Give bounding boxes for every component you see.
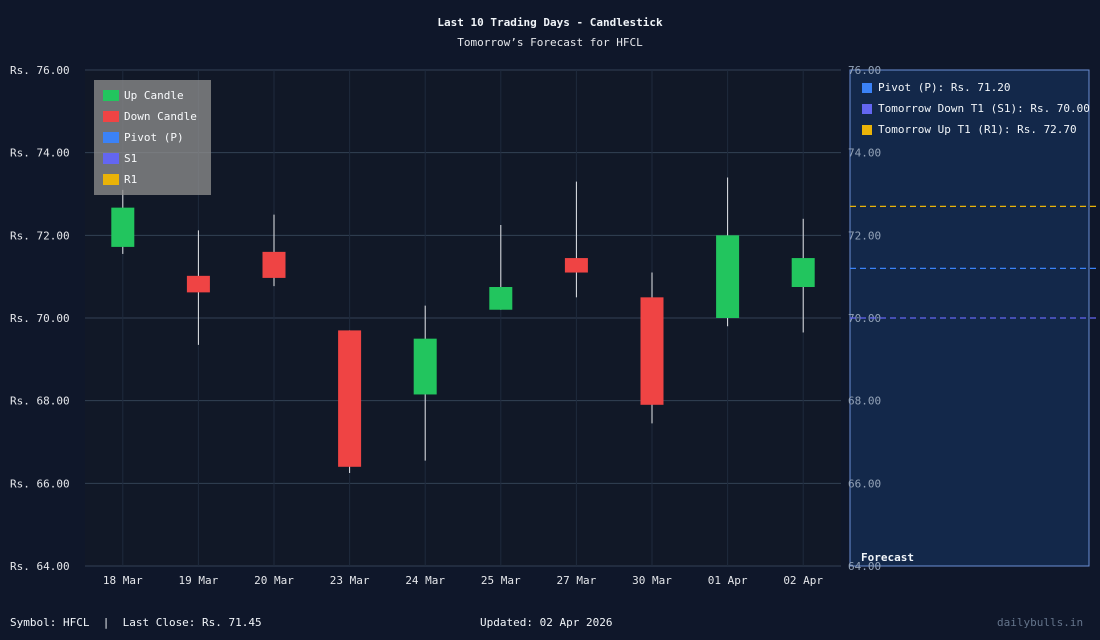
candle xyxy=(186,275,210,293)
svg-text:Rs. 68.00: Rs. 68.00 xyxy=(10,395,70,408)
svg-text:Rs. 72.00: Rs. 72.00 xyxy=(10,229,70,242)
svg-text:Rs. 76.00: Rs. 76.00 xyxy=(10,64,70,77)
forecast-panel-label: Forecast xyxy=(861,551,914,564)
chart-legend: Up Candle Down Candle Pivot (P) S1 R1 xyxy=(94,80,211,195)
svg-text:25 Mar: 25 Mar xyxy=(481,574,521,587)
svg-text:27 Mar: 27 Mar xyxy=(557,574,597,587)
forecast-pivot-label: Pivot (P): Rs. 71.20 xyxy=(862,81,1010,94)
chart-title: Last 10 Trading Days - Candlestick xyxy=(437,16,663,29)
svg-text:01 Apr: 01 Apr xyxy=(708,574,748,587)
svg-text:02 Apr: 02 Apr xyxy=(783,574,823,587)
candle xyxy=(262,251,286,278)
svg-text:20 Mar: 20 Mar xyxy=(254,574,294,587)
legend-up-candle: Up Candle xyxy=(103,89,184,102)
down-candle-swatch-icon xyxy=(103,111,119,122)
svg-text:76.00: 76.00 xyxy=(848,64,881,77)
candle xyxy=(413,338,437,395)
svg-text:72.00: 72.00 xyxy=(848,229,881,242)
svg-text:74.00: 74.00 xyxy=(848,147,881,160)
candle xyxy=(791,258,815,287)
legend-pivot: Pivot (P) xyxy=(103,131,184,144)
svg-text:Rs. 64.00: Rs. 64.00 xyxy=(10,560,70,573)
candle xyxy=(338,330,362,467)
svg-text:Rs. 74.00: Rs. 74.00 xyxy=(10,147,70,160)
pivot-square-icon xyxy=(862,82,872,93)
candle xyxy=(111,207,135,247)
svg-text:Rs. 70.00: Rs. 70.00 xyxy=(10,312,70,325)
symbol-info: Symbol: HFCL | Last Close: Rs. 71.45 xyxy=(10,616,262,629)
candle xyxy=(640,297,664,405)
pivot-swatch-icon xyxy=(103,132,119,143)
svg-text:64.00: 64.00 xyxy=(848,560,881,573)
legend-down-candle: Down Candle xyxy=(103,110,197,123)
updated-date: Updated: 02 Apr 2026 xyxy=(480,616,613,629)
s1-swatch-icon xyxy=(103,153,119,164)
svg-text:30 Mar: 30 Mar xyxy=(632,574,672,587)
forecast-s1-label: Tomorrow Down T1 (S1): Rs. 70.00 xyxy=(862,102,1090,115)
candle xyxy=(564,258,588,273)
r1-square-icon xyxy=(862,124,872,135)
svg-text:24 Mar: 24 Mar xyxy=(405,574,445,587)
svg-text:68.00: 68.00 xyxy=(848,395,881,408)
forecast-r1-label: Tomorrow Up T1 (R1): Rs. 72.70 xyxy=(862,123,1077,136)
forecast-panel xyxy=(849,69,1090,567)
candle xyxy=(716,235,740,318)
up-candle-swatch-icon xyxy=(103,90,119,101)
svg-text:Rs. 66.00: Rs. 66.00 xyxy=(10,477,70,490)
candle xyxy=(489,287,513,310)
legend-s1: S1 xyxy=(103,152,137,165)
r1-swatch-icon xyxy=(103,174,119,185)
brand-watermark: dailybulls.in xyxy=(997,616,1084,629)
chart-subtitle: Tomorrow’s Forecast for HFCL xyxy=(457,36,643,49)
svg-text:23 Mar: 23 Mar xyxy=(330,574,370,587)
svg-text:19 Mar: 19 Mar xyxy=(179,574,219,587)
legend-r1: R1 xyxy=(103,173,137,186)
svg-text:66.00: 66.00 xyxy=(848,477,881,490)
svg-text:18 Mar: 18 Mar xyxy=(103,574,143,587)
s1-square-icon xyxy=(862,103,872,114)
